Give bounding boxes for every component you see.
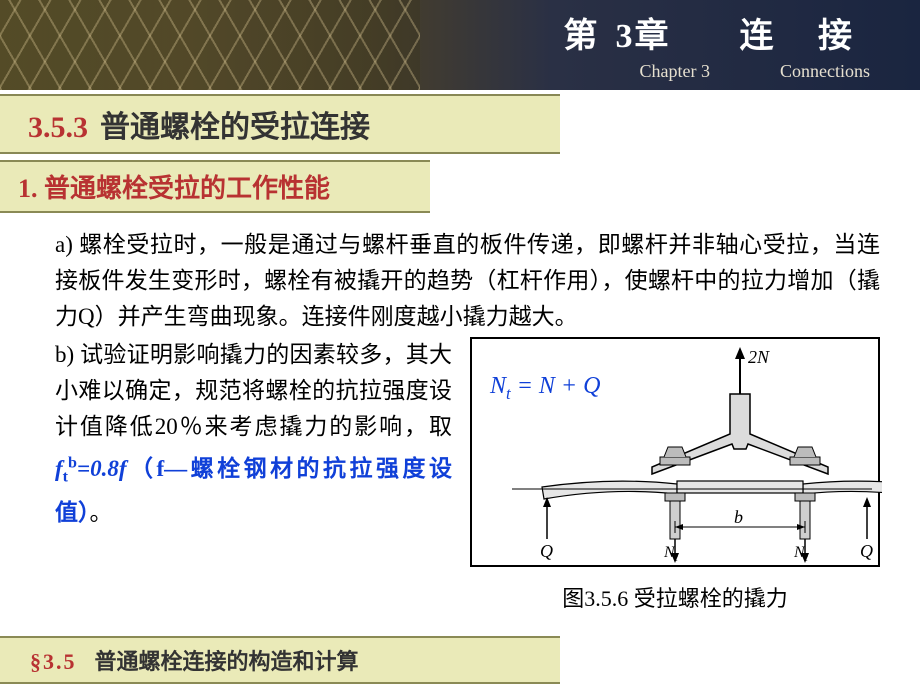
lower-row: b) 试验证明影响撬力的因素较多，其大小难以确定，规范将螺栓的抗拉强度设计值降低… [55,337,880,613]
paragraph-b-text: b) 试验证明影响撬力的因素较多，其大小难以确定，规范将螺栓的抗拉强度设计值降低… [55,342,452,439]
chapter-en-right: Connections [780,61,870,81]
section-number: 3.5.3 [28,111,88,144]
formula-rhs: =0.8f [77,456,127,481]
nt-right-label: Nt [793,544,809,564]
q-left-label: Q [540,541,553,561]
chapter-suffix: 章 [635,18,687,55]
chapter-en-left: Chapter 3 [640,61,710,81]
content-area: a) 螺栓受拉时，一般是通过与螺杆垂直的板件传递，即螺杆并非轴心受拉，当连接板件… [0,213,920,613]
q-right-label: Q [860,541,873,561]
formula-lhs: f [55,456,63,481]
footer-section-tag: §3.5 [30,649,77,674]
nt-left-label: Nt [663,544,679,564]
section-title-text: 普通螺栓的受拉连接 [100,111,370,144]
dim-b-label: b [734,507,743,527]
chapter-prefix: 第 [564,18,616,55]
paragraph-b-formula: ftb=0.8f（f—螺栓钢材的抗拉强度设值） [55,456,452,526]
header-background-mesh [0,0,420,90]
footer-section-text: 普通螺栓连接的构造和计算 [95,649,359,674]
footer-box: §3.5 普通螺栓连接的构造和计算 [0,636,560,684]
paragraph-b-end: 。 [90,500,113,525]
figure-diagram: 2N [472,339,882,569]
paragraph-a: a) 螺栓受拉时，一般是通过与螺杆垂直的板件传递，即螺杆并非轴心受拉，当连接板件… [55,227,880,335]
subsection-title-box: 1. 普通螺栓受拉的工作性能 [0,160,430,213]
chapter-header: 第3章 连 接 Chapter 3 Connections [0,0,920,90]
footer-text: §3.5 普通螺栓连接的构造和计算 [30,644,546,676]
figure-caption: 图3.5.6 受拉螺栓的撬力 [470,581,880,613]
chapter-title-en: Chapter 3 Connections [564,61,871,82]
chapter-word-1: 连 [740,18,792,55]
top-load-label: 2N [748,347,770,367]
chapter-title-block: 第3章 连 接 Chapter 3 Connections [564,8,871,82]
section-title-box: 3.5.3 普通螺栓的受拉连接 [0,94,560,154]
chapter-title-cn: 第3章 连 接 [564,8,871,57]
subsection-title: 1. 普通螺栓受拉的工作性能 [18,168,412,205]
section-title: 3.5.3 普通螺栓的受拉连接 [28,102,540,146]
chapter-word-2: 接 [818,18,870,55]
paragraph-b: b) 试验证明影响撬力的因素较多，其大小难以确定，规范将螺栓的抗拉强度设计值降低… [55,337,452,613]
figure-block: Nt = N + Q 2N [470,337,880,613]
formula-sup: b [68,454,77,471]
chapter-number: 3 [616,18,635,55]
figure-frame: Nt = N + Q 2N [470,337,880,567]
